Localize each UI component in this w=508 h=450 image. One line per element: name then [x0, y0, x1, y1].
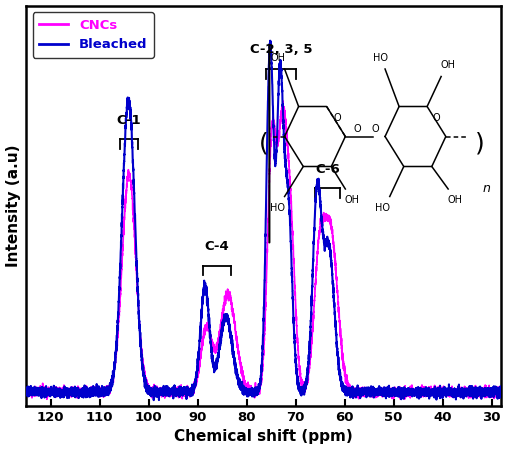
Text: O: O [353, 124, 361, 134]
Text: O: O [333, 113, 341, 123]
X-axis label: Chemical shift (ppm): Chemical shift (ppm) [174, 429, 353, 445]
Text: OH: OH [270, 53, 285, 63]
Legend: CNCs, Bleached: CNCs, Bleached [33, 12, 154, 58]
Text: OH: OH [440, 60, 456, 70]
Text: ): ) [475, 132, 485, 156]
Text: HO: HO [375, 203, 390, 213]
Text: HO: HO [270, 203, 285, 213]
Text: O: O [372, 124, 379, 134]
Text: OH: OH [345, 195, 360, 205]
Text: OH: OH [448, 195, 463, 205]
Text: n: n [483, 183, 491, 195]
Text: C-2, 3, 5: C-2, 3, 5 [249, 44, 312, 57]
Text: C-6: C-6 [315, 163, 340, 176]
Text: C-1: C-1 [117, 114, 141, 127]
Text: C-4: C-4 [205, 240, 230, 253]
Y-axis label: Intensity (a.u): Intensity (a.u) [6, 144, 20, 267]
Text: HO: HO [373, 53, 388, 63]
Text: (: ( [259, 132, 268, 156]
Text: O: O [433, 113, 440, 123]
